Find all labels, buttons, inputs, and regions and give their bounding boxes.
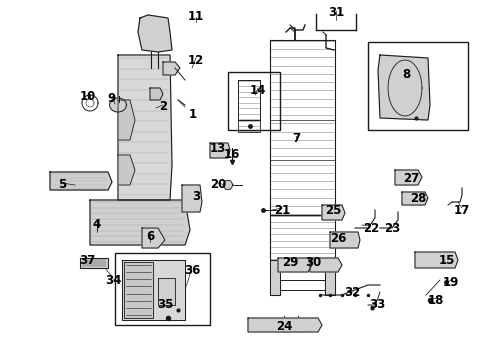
- Polygon shape: [163, 62, 180, 75]
- Text: 20: 20: [209, 179, 225, 192]
- Text: 4: 4: [93, 217, 101, 230]
- Text: 3: 3: [192, 189, 200, 202]
- Polygon shape: [247, 318, 321, 332]
- Text: 35: 35: [157, 298, 173, 311]
- Bar: [115, 253, 209, 325]
- Text: 7: 7: [291, 131, 300, 144]
- Text: 23: 23: [383, 221, 399, 234]
- Text: 19: 19: [442, 275, 458, 288]
- Polygon shape: [124, 262, 153, 318]
- Text: 25: 25: [324, 203, 341, 216]
- Polygon shape: [150, 88, 163, 100]
- Polygon shape: [122, 260, 184, 320]
- Text: 14: 14: [249, 84, 265, 96]
- Polygon shape: [80, 258, 108, 268]
- Polygon shape: [158, 278, 175, 305]
- Bar: [367, 42, 467, 130]
- Polygon shape: [329, 232, 359, 248]
- Text: 33: 33: [368, 298, 385, 311]
- Polygon shape: [377, 55, 429, 120]
- Text: 9: 9: [108, 91, 116, 104]
- Text: 28: 28: [409, 192, 426, 204]
- Text: 2: 2: [159, 100, 167, 113]
- Text: 32: 32: [343, 287, 359, 300]
- Text: 31: 31: [327, 6, 344, 19]
- Text: 26: 26: [329, 231, 346, 244]
- Text: 24: 24: [275, 320, 292, 333]
- Bar: [227, 72, 280, 130]
- Text: 30: 30: [304, 256, 321, 270]
- Polygon shape: [394, 170, 421, 185]
- Text: 34: 34: [104, 274, 121, 287]
- Polygon shape: [109, 98, 126, 112]
- Polygon shape: [414, 252, 457, 268]
- Polygon shape: [138, 15, 172, 52]
- Polygon shape: [309, 258, 341, 272]
- Text: 13: 13: [209, 141, 225, 154]
- Text: 15: 15: [438, 255, 454, 267]
- Polygon shape: [321, 205, 345, 220]
- Text: 10: 10: [80, 90, 96, 103]
- Polygon shape: [209, 143, 229, 158]
- Polygon shape: [142, 228, 164, 248]
- Polygon shape: [118, 100, 135, 140]
- Polygon shape: [50, 172, 112, 190]
- Text: 18: 18: [427, 293, 443, 306]
- Polygon shape: [90, 200, 190, 245]
- Polygon shape: [118, 55, 172, 200]
- Text: 6: 6: [145, 230, 154, 243]
- Polygon shape: [401, 192, 427, 205]
- Text: 11: 11: [187, 10, 203, 23]
- Text: 29: 29: [281, 256, 298, 270]
- Polygon shape: [278, 258, 311, 272]
- Polygon shape: [223, 181, 232, 189]
- Text: 17: 17: [453, 203, 469, 216]
- Text: 8: 8: [401, 68, 409, 81]
- Polygon shape: [269, 260, 280, 295]
- Polygon shape: [182, 185, 202, 212]
- Polygon shape: [118, 155, 135, 185]
- Text: 5: 5: [58, 179, 66, 192]
- Text: 16: 16: [224, 148, 240, 162]
- Text: 27: 27: [402, 171, 418, 184]
- Text: 22: 22: [362, 221, 378, 234]
- Text: 21: 21: [273, 203, 289, 216]
- Polygon shape: [325, 260, 334, 295]
- Text: 37: 37: [79, 253, 95, 266]
- Text: 1: 1: [188, 108, 197, 122]
- Text: 36: 36: [183, 264, 200, 276]
- Text: 12: 12: [187, 54, 203, 67]
